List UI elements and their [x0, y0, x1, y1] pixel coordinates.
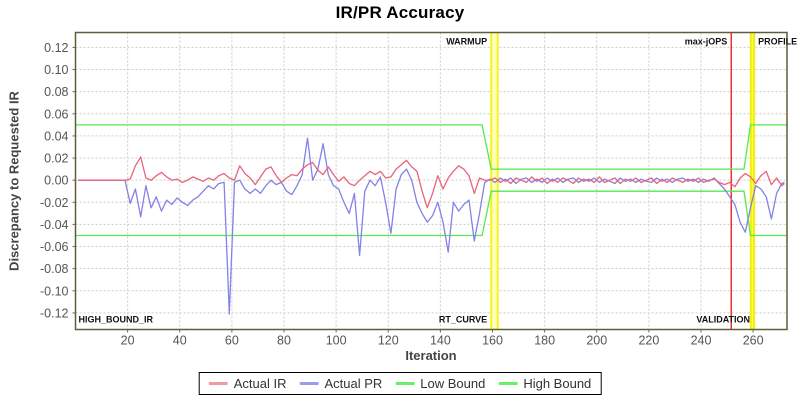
- marker-label: WARMUP: [446, 37, 487, 47]
- x-tick-label: 20: [121, 334, 135, 348]
- plot-border: [74, 31, 788, 331]
- marker-label: RT_CURVE: [439, 315, 487, 325]
- y-tick-label: 0.06: [44, 107, 68, 121]
- y-tick-label: -0.10: [40, 284, 69, 298]
- chart-title: IR/PR Accuracy: [335, 3, 465, 22]
- x-tick-label: 100: [326, 334, 347, 348]
- x-tick-label: 140: [430, 334, 451, 348]
- marker-label: VALIDATION: [696, 315, 750, 325]
- x-tick-label: 220: [638, 334, 659, 348]
- legend-label-high-bound: High Bound: [523, 376, 592, 391]
- legend-item-actual-ir: Actual IR: [208, 376, 287, 391]
- y-tick-label: -0.08: [40, 262, 69, 276]
- x-tick-label: 200: [586, 334, 607, 348]
- x-tick-label: 160: [482, 334, 503, 348]
- y-axis-label: Discrepancy to Requested IR: [6, 91, 22, 271]
- y-tick-label: 0.00: [44, 174, 68, 188]
- marker-band: [750, 32, 755, 330]
- y-tick-label: 0.12: [44, 41, 68, 55]
- marker-label: PROFILE: [758, 37, 797, 47]
- x-tick-label: 40: [173, 334, 187, 348]
- series-low-bound: [75, 190, 787, 237]
- y-tick-label: -0.04: [40, 218, 69, 232]
- legend-item-low-bound: Low Bound: [395, 376, 485, 391]
- x-tick-label: 120: [378, 334, 399, 348]
- x-tick-label: 260: [743, 334, 764, 348]
- marker-label: HIGH_BOUND_IR: [79, 315, 154, 325]
- legend-label-actual-ir: Actual IR: [233, 376, 287, 391]
- legend-item-actual-pr: Actual PR: [299, 376, 382, 391]
- y-tick-label: 0.04: [44, 129, 68, 143]
- y-tick-label: 0.08: [44, 85, 68, 99]
- x-tick-label: 240: [691, 334, 712, 348]
- x-axis-label: Iteration: [405, 348, 457, 363]
- legend-swatch-low-bound: [395, 382, 415, 385]
- y-tick-label: -0.12: [40, 306, 69, 320]
- legend-label-actual-pr: Actual PR: [324, 376, 383, 391]
- x-tick-label: 80: [277, 334, 291, 348]
- marker-label: max-jOPS: [685, 37, 728, 47]
- legend-item-high-bound: High Bound: [498, 376, 591, 391]
- legend-swatch-actual-pr: [299, 382, 319, 385]
- x-tick-label: 180: [534, 334, 555, 348]
- series-high-bound: [75, 124, 787, 170]
- legend-label-low-bound: Low Bound: [420, 376, 486, 391]
- series-actual-ir: [78, 156, 785, 209]
- marker-band: [491, 32, 498, 330]
- legend-swatch-actual-ir: [208, 382, 228, 385]
- legend-swatch-high-bound: [498, 382, 518, 385]
- y-tick-label: -0.06: [40, 240, 69, 254]
- y-tick-label: 0.10: [44, 63, 68, 77]
- y-tick-label: -0.02: [40, 196, 69, 210]
- x-tick-label: 60: [225, 334, 239, 348]
- y-tick-label: 0.02: [44, 152, 68, 166]
- chart-legend: Actual IR Actual PR Low Bound High Bound: [198, 372, 602, 395]
